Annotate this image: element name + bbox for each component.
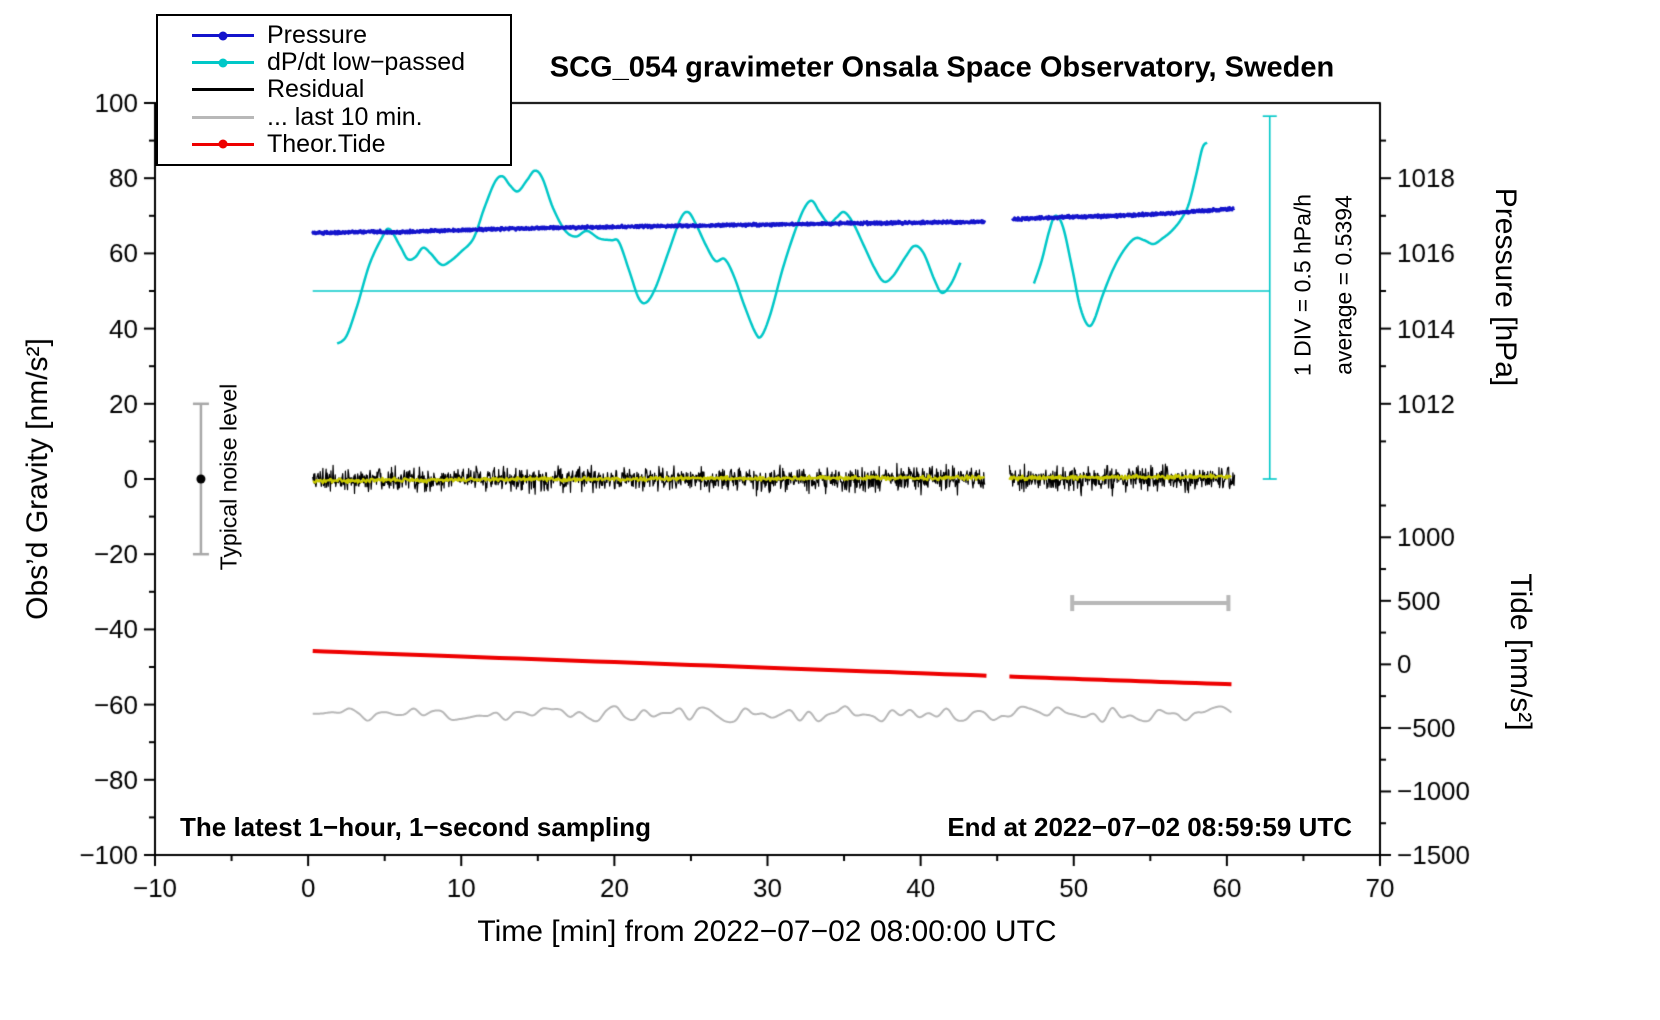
- legend-label: ... last 10 min.: [267, 102, 423, 131]
- legend-item-pressure: Pressure: [158, 21, 510, 50]
- legend-item-dpdt: dP/dt low−passed: [158, 48, 510, 77]
- legend-label: Pressure: [267, 21, 368, 50]
- legend-label: Theor.Tide: [267, 129, 386, 158]
- residual-line-icon: [192, 88, 254, 92]
- sampling-annotation: The latest 1−hour, 1−second sampling: [180, 812, 652, 842]
- pressure-line-icon: [192, 31, 254, 41]
- y-axis-title-gravity: Obs’d Gravity [nm/s²]: [21, 338, 54, 620]
- y-axis-title-pressure: Pressure [hPa]: [1489, 187, 1522, 387]
- legend-item-last10: ... last 10 min.: [158, 102, 510, 131]
- dpdt-line-icon: [192, 58, 254, 68]
- typical-noise-level-label: Typical noise level: [215, 383, 242, 571]
- legend-label: dP/dt low−passed: [267, 48, 466, 77]
- average-label: average = 0.5394: [1330, 195, 1357, 375]
- legend-label: Residual: [267, 75, 365, 104]
- theortide-line-icon: [192, 139, 254, 149]
- chart-title: SCG_054 gravimeter Onsala Space Observat…: [549, 51, 1335, 84]
- div-scale-label: 1 DIV = 0.5 hPa/h: [1289, 193, 1316, 377]
- legend-item-residual: Residual: [158, 75, 510, 104]
- x-axis-title: Time [min] from 2022−07−02 08:00:00 UTC: [477, 915, 1057, 948]
- last10-line-icon: [192, 115, 254, 119]
- y-axis-title-tide: Tide [nm/s²]: [1504, 573, 1537, 731]
- legend-item-theortide: Theor.Tide: [158, 129, 510, 158]
- end-time-annotation: End at 2022−07−02 08:59:59 UTC: [947, 812, 1352, 842]
- legend-box: Pressure dP/dt low−passed Residual ... l…: [156, 14, 512, 166]
